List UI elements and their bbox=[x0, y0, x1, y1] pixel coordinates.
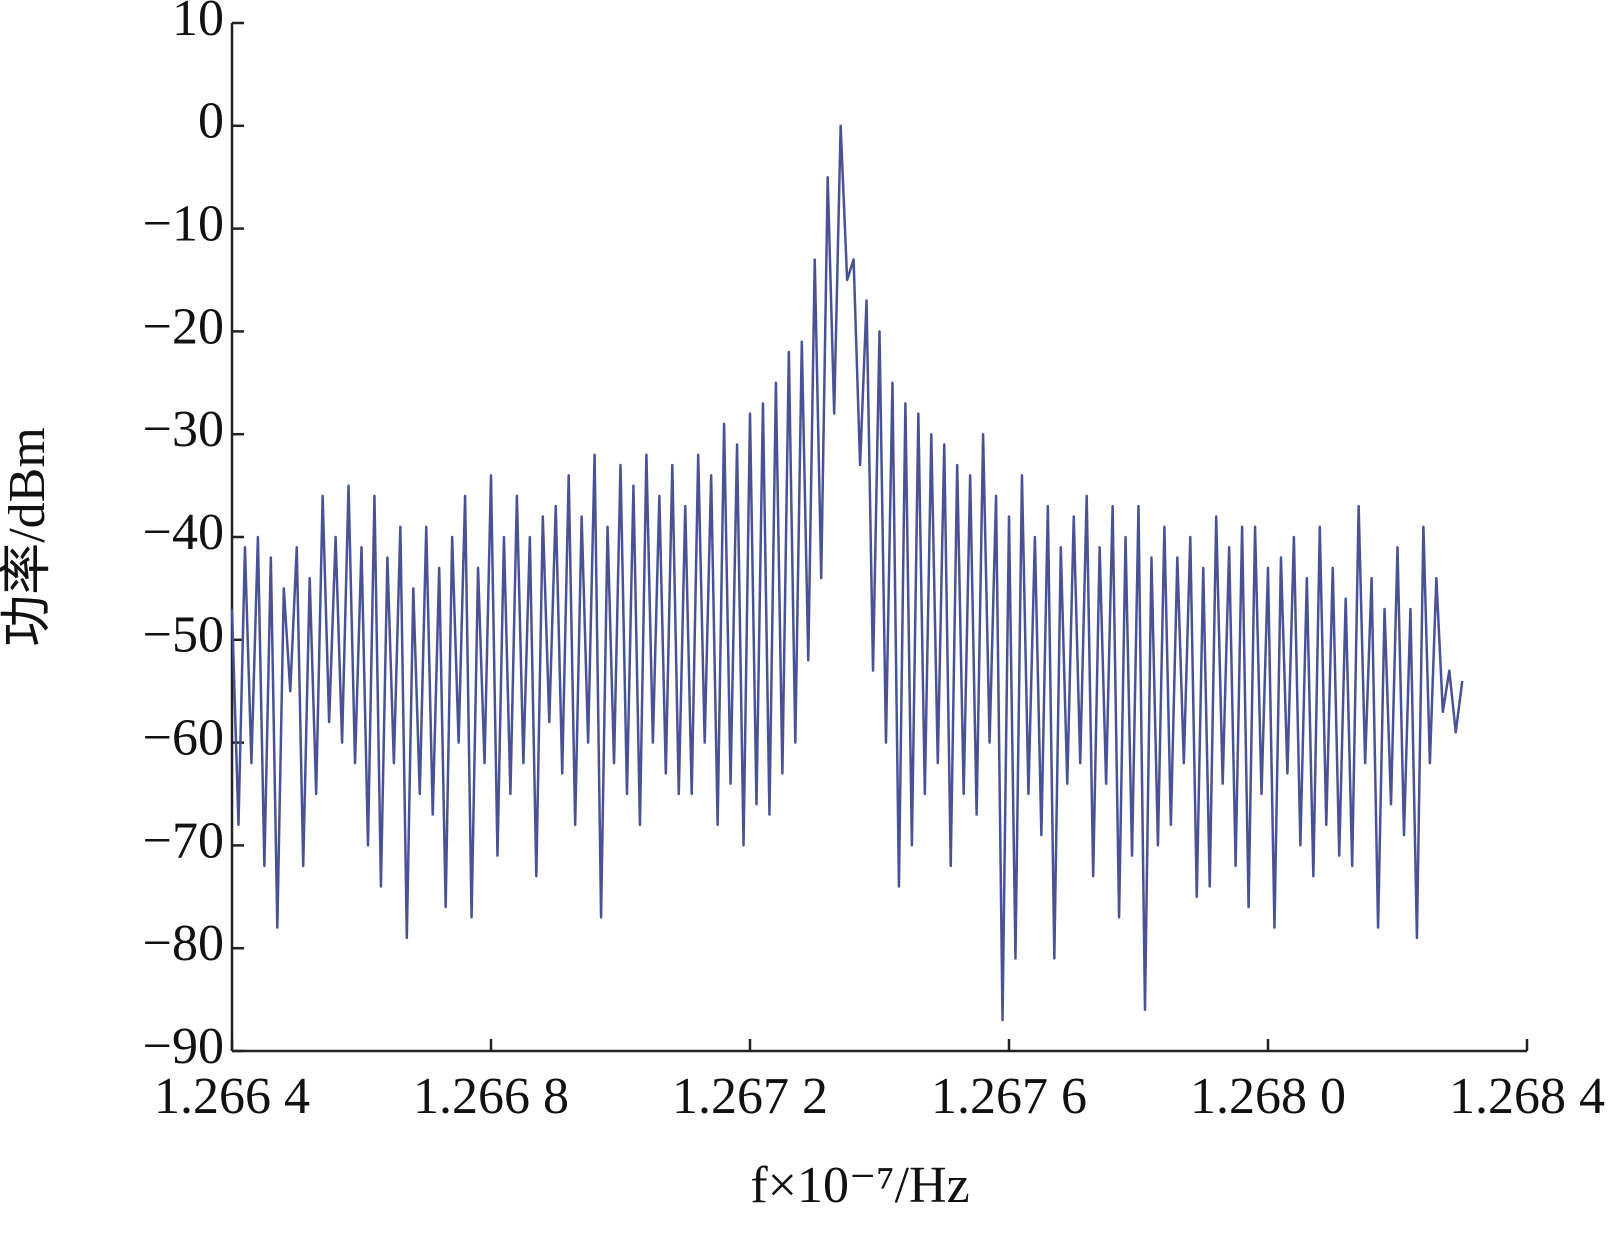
y-tick-label: 10 bbox=[172, 0, 224, 47]
x-tick-label: 1.266 8 bbox=[413, 1068, 569, 1125]
x-tick-label: 1.268 0 bbox=[1190, 1068, 1346, 1125]
y-tick-label: −40 bbox=[143, 504, 224, 561]
data-line bbox=[230, 124, 1464, 1022]
y-tick-label: −20 bbox=[143, 298, 224, 355]
x-tick-label: 1.267 2 bbox=[672, 1068, 828, 1125]
x-axis-label: f×10⁻⁷/Hz bbox=[750, 1157, 969, 1214]
x-tick-label: 1.268 4 bbox=[1449, 1068, 1605, 1125]
y-tick-label: −90 bbox=[143, 1018, 224, 1075]
y-tick-label: 0 bbox=[198, 93, 224, 150]
y-tick-label: −30 bbox=[143, 401, 224, 458]
y-tick-label: −50 bbox=[143, 607, 224, 664]
y-tick-label: −60 bbox=[143, 710, 224, 767]
y-tick-label: −10 bbox=[143, 196, 224, 253]
x-tick-label: 1.267 6 bbox=[931, 1068, 1087, 1125]
y-axis-label: 功率/dBm bbox=[0, 427, 56, 647]
y-tick-label: −70 bbox=[143, 812, 224, 869]
x-tick-label: 1.266 4 bbox=[154, 1068, 310, 1125]
y-tick-label: −80 bbox=[143, 915, 224, 972]
